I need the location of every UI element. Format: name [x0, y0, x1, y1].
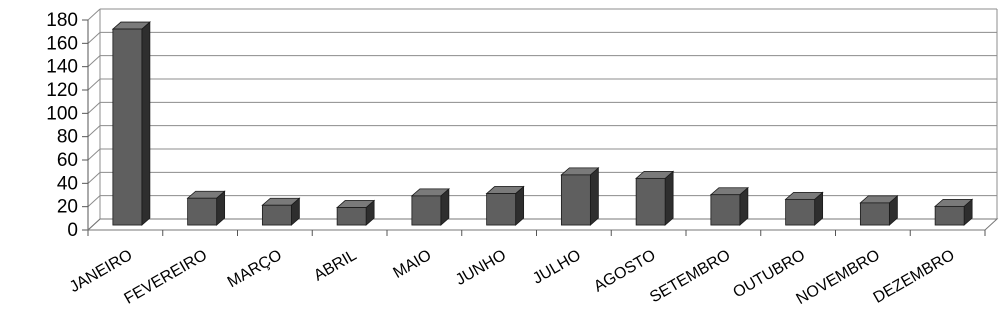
gridline-wall — [87, 101, 101, 114]
bar-front — [710, 194, 741, 226]
y-tick-label: 160 — [46, 33, 78, 54]
gridline-wall — [87, 55, 101, 68]
chart-bars — [111, 21, 974, 226]
bar — [111, 21, 151, 226]
x-category-label: MAIO — [390, 247, 434, 282]
y-tick-label: 40 — [57, 173, 78, 194]
gridline-wall — [87, 125, 101, 138]
bar — [410, 188, 450, 226]
y-tick-label: 180 — [46, 10, 78, 31]
bar — [784, 191, 824, 226]
gridline-wall — [87, 148, 101, 161]
y-tick-label: 80 — [57, 127, 78, 148]
bar-front — [635, 177, 666, 226]
bar-front — [112, 28, 143, 226]
chart-axes — [82, 9, 999, 236]
x-category-label: DEZEMBRO — [871, 247, 958, 307]
x-category-label: AGOSTO — [591, 247, 659, 296]
gridline-wall — [87, 171, 101, 184]
bar-front — [785, 198, 816, 226]
bar — [336, 199, 376, 226]
y-tick-label: 120 — [46, 80, 78, 101]
bar-front — [336, 207, 367, 226]
y-tick-label: 140 — [46, 57, 78, 78]
x-category-label: NOVEMBRO — [794, 247, 883, 308]
bar-front — [560, 174, 591, 226]
bar-front — [411, 195, 442, 226]
y-tick-label: 20 — [57, 197, 78, 218]
bar-front — [486, 193, 517, 226]
bar — [635, 170, 675, 226]
bar — [261, 197, 301, 226]
gridline-wall — [87, 31, 101, 44]
y-tick-label: 100 — [46, 103, 78, 124]
bar — [709, 186, 749, 226]
x-category-label: FEVEREIRO — [122, 247, 211, 308]
chart-grid — [87, 8, 997, 231]
y-tick-label: 0 — [67, 220, 78, 241]
x-category-label: JANEIRO — [67, 247, 136, 296]
bar-side — [664, 170, 674, 226]
bar-front — [859, 202, 890, 226]
gridline-wall — [87, 195, 101, 208]
x-category-label: SETEMBRO — [647, 247, 733, 307]
x-category-label: JUNHO — [453, 247, 509, 289]
bar — [560, 167, 600, 226]
bar-front — [261, 204, 292, 226]
bar — [934, 198, 974, 226]
bar-side — [141, 21, 151, 226]
bar-front — [934, 205, 965, 226]
y-tick-label: 60 — [57, 150, 78, 171]
bar-front — [187, 197, 218, 226]
gridline-wall — [87, 78, 101, 91]
bar-side — [589, 167, 599, 226]
x-category-label: JULHO — [530, 247, 584, 288]
x-category-label: ABRIL — [311, 247, 360, 285]
x-category-label: MARÇO — [225, 247, 285, 292]
bar — [485, 185, 525, 226]
bar — [859, 195, 899, 226]
gridline-wall — [87, 8, 101, 21]
bar — [186, 190, 226, 226]
